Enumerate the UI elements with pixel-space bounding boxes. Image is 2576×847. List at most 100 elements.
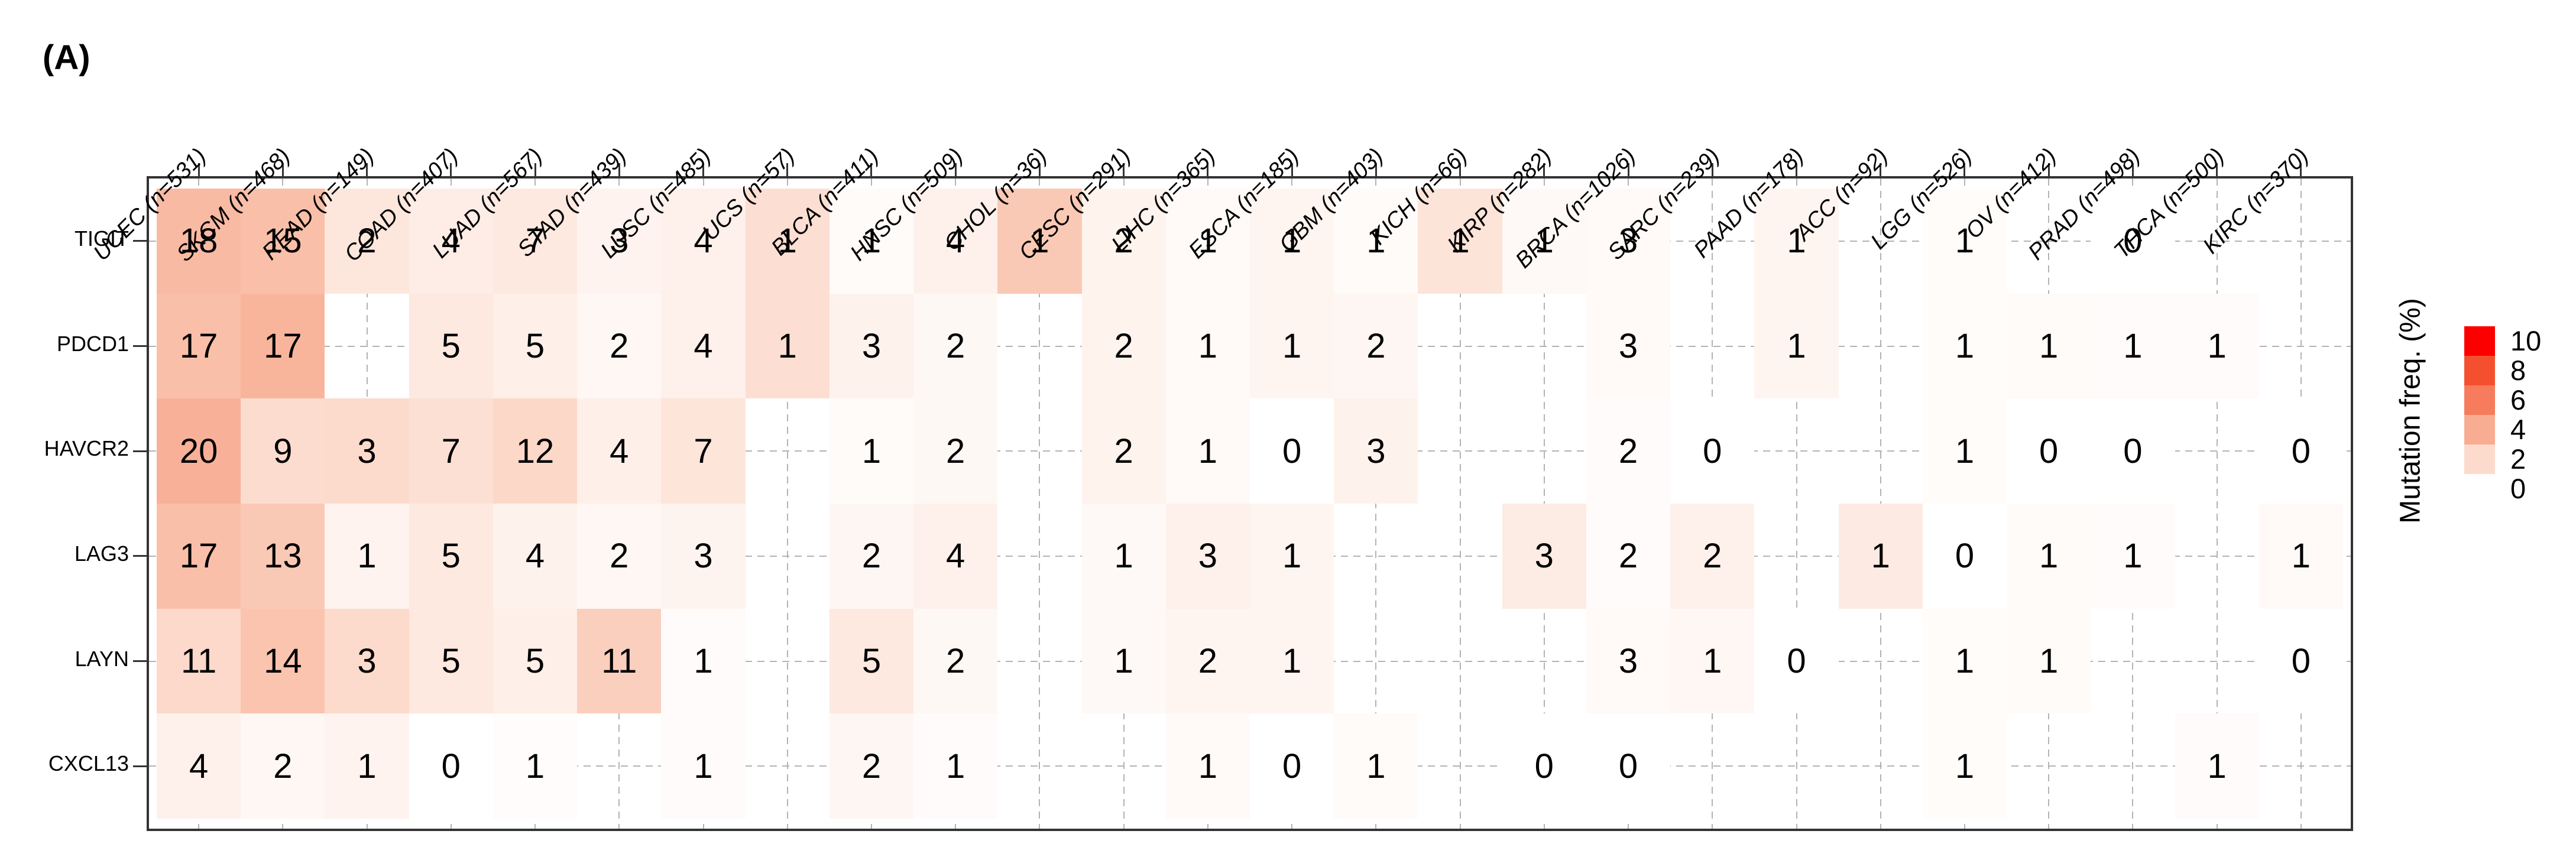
x-tick-HNSC <box>954 163 957 176</box>
heatmap-cell-HAVCR2-CESC: 2 <box>1081 398 1166 504</box>
heatmap-cell-CXCL13-GBM: 1 <box>1334 713 1418 819</box>
heatmap-cell-LAYN-READ: 3 <box>325 608 409 714</box>
heatmap-cell-LAG3-SKCM: 13 <box>241 504 325 609</box>
heatmap-cell-LAYN-LUSC: 1 <box>661 608 746 714</box>
heatmap-cell-HAVCR2-READ: 3 <box>325 398 409 504</box>
heatmap-cell-LAG3-LUAD: 4 <box>492 504 578 609</box>
legend-swatch-10 <box>2464 326 2495 356</box>
legend-swatch-0 <box>2464 474 2495 504</box>
heatmap-cell-LAG3-SARC: 2 <box>1670 504 1755 609</box>
heatmap-cell-LAG3-OV: 1 <box>2007 504 2091 609</box>
heatmap-cell-LAYN-ESCA: 1 <box>1250 608 1334 714</box>
heatmap-cell-HAVCR2-SKCM: 9 <box>241 398 325 504</box>
heatmap-cell-LAG3-KIRC: 1 <box>2259 504 2343 609</box>
heatmap-cell-HAVCR2-UCEC: 20 <box>157 398 241 504</box>
y-tick-HAVCR2 <box>133 450 147 452</box>
heatmap-cell-HAVCR2-BLCA: 1 <box>829 398 914 504</box>
legend-tick-label-8: 8 <box>2510 355 2526 386</box>
heatmap-cell-LAYN-LGG: 1 <box>1922 608 2007 714</box>
heatmap-cell-PDCD1-SKCM: 17 <box>241 293 325 399</box>
heatmap-cell-LAG3-LGG: 0 <box>1922 504 2007 609</box>
x-tick-SKCM <box>281 163 284 176</box>
heatmap-cell-CXCL13-LGG: 1 <box>1922 713 2007 819</box>
legend-swatch-8 <box>2464 356 2495 385</box>
legend-swatch-2 <box>2464 444 2495 474</box>
heatmap-cell-CXCL13-SKCM: 2 <box>241 713 325 819</box>
legend-tick-label-4: 4 <box>2510 414 2526 445</box>
x-tick-BRCA <box>1627 163 1629 176</box>
heatmap-cell-TIGIT-BRCA: 3 <box>1586 189 1671 294</box>
heatmap-cell-TIGIT-HNSC: 4 <box>913 189 998 294</box>
row-label-PDCD1: PDCD1 <box>56 331 129 356</box>
x-tick-COAD <box>450 163 452 176</box>
legend-tick-label-2: 2 <box>2510 443 2526 475</box>
y-tick-LAG3 <box>133 555 147 557</box>
heatmap-cell-LAYN-PAAD: 0 <box>1754 608 1839 714</box>
heatmap-cell-TIGIT-KIRP: 1 <box>1502 189 1586 294</box>
row-label-LAG3: LAG3 <box>74 541 129 566</box>
x-tick-PRAD <box>2131 163 2134 176</box>
x-tick-GBM <box>1375 163 1377 176</box>
heatmap-cell-HAVCR2-SARC: 0 <box>1670 398 1755 504</box>
heatmap-cell-HAVCR2-STAD: 4 <box>577 398 662 504</box>
x-tick-PAAD <box>1796 163 1797 176</box>
heatmap-cell-TIGIT-CHOL: 1 <box>997 189 1082 294</box>
heatmap-cell-LAYN-BLCA: 5 <box>829 608 914 714</box>
heatmap-cell-LAYN-OV: 1 <box>2007 608 2091 714</box>
y-tick-LAYN <box>133 660 147 662</box>
heatmap-cell-PDCD1-GBM: 2 <box>1334 293 1418 399</box>
heatmap-cell-TIGIT-READ: 2 <box>325 189 409 294</box>
heatmap-cell-TIGIT-COAD: 4 <box>409 189 493 294</box>
x-tick-KIRP <box>1543 163 1545 176</box>
heatmap-cell-CXCL13-UCEC: 4 <box>157 713 241 819</box>
heatmap-cell-CXCL13-LIHC: 1 <box>1165 713 1250 819</box>
heatmap-cell-TIGIT-UCEC: 18 <box>157 189 241 294</box>
heatmap-cell-LAG3-BLCA: 2 <box>829 504 914 609</box>
heatmap-cell-HAVCR2-ESCA: 0 <box>1250 398 1334 504</box>
heatmap-cell-LAYN-SKCM: 14 <box>241 608 325 714</box>
heatmap-cell-CXCL13-LUSC: 1 <box>661 713 746 819</box>
gridline-vertical <box>2216 179 2218 829</box>
heatmap-cell-LAG3-KIRP: 3 <box>1502 504 1586 609</box>
heatmap-cell-PDCD1-HNSC: 2 <box>913 293 998 399</box>
heatmap-cell-PDCD1-PRAD: 1 <box>2091 293 2175 399</box>
heatmap-cell-TIGIT-PRAD: 0 <box>2091 189 2175 294</box>
heatmap-cell-CXCL13-BLCA: 2 <box>829 713 914 819</box>
heatmap-cell-LAYN-LIHC: 2 <box>1165 608 1250 714</box>
heatmap-cell-LAG3-UCEC: 17 <box>157 504 241 609</box>
heatmap-cell-LAYN-LUAD: 5 <box>492 608 578 714</box>
heatmap-plot-area: 18 15 2 4 7 3 4 1 1 4 1 2 1 1 1 1 1 3 1 1 0 17 17 5 5 2 4 1 3 2 2 1 1 2 3 1… <box>133 163 2353 831</box>
heatmap-cell-PDCD1-CESC: 2 <box>1081 293 1166 399</box>
heatmap-cell-PDCD1-BRCA: 3 <box>1586 293 1671 399</box>
heatmap-cell-PDCD1-LIHC: 1 <box>1165 293 1250 399</box>
heatmap-cell-TIGIT-STAD: 3 <box>577 189 662 294</box>
heatmap-cell-LAG3-COAD: 5 <box>409 504 493 609</box>
heatmap-cell-LAG3-ACC: 1 <box>1838 504 1923 609</box>
x-tick-CHOL <box>1038 163 1041 176</box>
x-tick-UCEC <box>197 163 200 176</box>
x-tick-BLCA <box>870 163 873 176</box>
heatmap-cell-HAVCR2-PRAD: 0 <box>2091 398 2175 504</box>
heatmap-cell-PDCD1-BLCA: 3 <box>829 293 914 399</box>
heatmap-cell-HAVCR2-OV: 0 <box>2007 398 2091 504</box>
row-label-CXCL13: CXCL13 <box>48 751 129 776</box>
heatmap-cell-LAG3-LUSC: 3 <box>661 504 746 609</box>
heatmap-cell-CXCL13-BRCA: 0 <box>1586 713 1671 819</box>
heatmap-cell-LAG3-HNSC: 4 <box>913 504 998 609</box>
heatmap-cell-PDCD1-LGG: 1 <box>1922 293 2007 399</box>
heatmap-cell-PDCD1-LUAD: 5 <box>492 293 578 399</box>
heatmap-cell-PDCD1-STAD: 2 <box>577 293 662 399</box>
heatmap-cell-HAVCR2-KIRC: 0 <box>2259 398 2343 504</box>
heatmap-cell-CXCL13-KIRP: 0 <box>1502 713 1586 819</box>
x-tick-KIRC <box>2300 163 2302 176</box>
heatmap-cell-TIGIT-LUAD: 7 <box>492 189 578 294</box>
row-label-HAVCR2: HAVCR2 <box>44 436 129 461</box>
x-tick-LGG <box>1963 163 1966 176</box>
heatmap-cell-LAYN-SARC: 1 <box>1670 608 1755 714</box>
heatmap-cell-TIGIT-LUSC: 4 <box>661 189 746 294</box>
x-tick-CESC <box>1123 163 1125 176</box>
heatmap-cell-TIGIT-BLCA: 1 <box>829 189 914 294</box>
legend-tick-label-10: 10 <box>2510 325 2542 356</box>
heatmap-cell-TIGIT-KICH: 1 <box>1418 189 1502 294</box>
